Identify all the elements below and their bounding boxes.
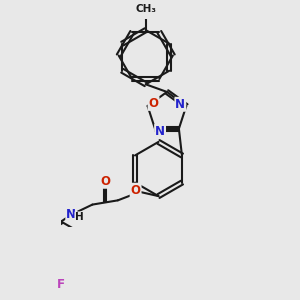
Text: H: H <box>75 212 84 222</box>
Text: N: N <box>66 208 76 221</box>
Text: N: N <box>175 98 185 111</box>
Text: N: N <box>155 125 165 138</box>
Text: O: O <box>130 184 141 197</box>
Text: O: O <box>100 175 110 188</box>
Text: CH₃: CH₃ <box>135 4 156 14</box>
Text: O: O <box>148 97 158 110</box>
Text: F: F <box>57 278 65 291</box>
